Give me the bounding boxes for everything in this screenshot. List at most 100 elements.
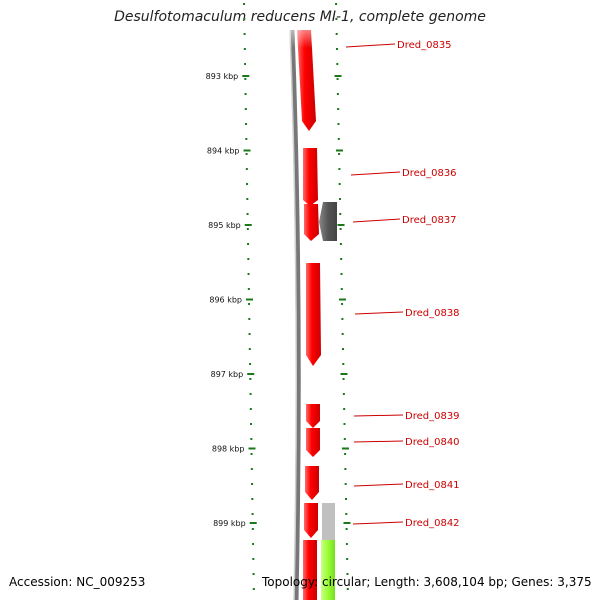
major-tick-right bbox=[341, 447, 349, 450]
minor-tick-left bbox=[252, 588, 255, 590]
minor-tick-left bbox=[250, 423, 253, 425]
gene-arrow-dred-0841[interactable] bbox=[305, 466, 319, 500]
gene-label[interactable]: Dred_0838 bbox=[405, 308, 460, 319]
gene-arrow-dred-0835[interactable] bbox=[297, 30, 316, 131]
gene-labels: Dred_0835 Dred_0836 Dred_0837 Dred_0838 Dred… bbox=[345, 40, 460, 529]
major-tick-right bbox=[338, 298, 346, 301]
gene-label[interactable]: Dred_0835 bbox=[397, 40, 452, 51]
major-tick-left bbox=[247, 373, 255, 375]
minor-tick-left bbox=[251, 483, 254, 485]
minor-tick-left bbox=[250, 453, 253, 455]
gene-label[interactable]: Dred_0839 bbox=[405, 411, 460, 422]
gene-leader-line bbox=[352, 218, 401, 223]
major-tick-right bbox=[337, 224, 345, 226]
minor-tick-right bbox=[346, 558, 349, 560]
minor-tick-right bbox=[344, 468, 347, 470]
gene-arrow-dred-0840[interactable] bbox=[306, 428, 320, 457]
minor-tick-left bbox=[244, 78, 247, 80]
feature-green-block[interactable] bbox=[321, 540, 335, 600]
minor-tick-left bbox=[249, 378, 252, 380]
kbp-label: 893 kbp bbox=[206, 72, 239, 81]
minor-tick-left bbox=[249, 363, 252, 365]
gene-leader-line bbox=[352, 521, 404, 525]
minor-tick-left bbox=[247, 258, 250, 260]
minor-tick-left bbox=[245, 123, 248, 125]
minor-tick-left bbox=[245, 168, 248, 170]
minor-tick-left bbox=[243, 33, 246, 35]
gene-arrow-dred-0836[interactable] bbox=[303, 148, 318, 206]
minor-tick-left bbox=[246, 213, 249, 215]
minor-tick-right bbox=[338, 183, 341, 185]
gene-label[interactable]: Dred_0840 bbox=[405, 437, 460, 448]
kbp-label: 899 kbp bbox=[213, 519, 246, 528]
gene-leader-line bbox=[354, 311, 404, 315]
minor-tick-left bbox=[247, 273, 250, 275]
major-tick-right bbox=[340, 373, 348, 375]
gene-arrow-bottom[interactable] bbox=[303, 540, 317, 600]
gene-label[interactable]: Dred_0837 bbox=[402, 215, 457, 226]
minor-tick-left bbox=[247, 243, 250, 245]
minor-tick-left bbox=[252, 573, 255, 575]
minor-tick-right bbox=[341, 303, 344, 305]
minor-tick-right bbox=[344, 453, 347, 455]
gene-label[interactable]: Dred_0842 bbox=[405, 518, 460, 529]
kbp-label: 897 kbp bbox=[211, 370, 244, 379]
minor-tick-right bbox=[336, 63, 339, 65]
genome-backbone-highlight bbox=[289, 29, 297, 600]
kbp-label: 896 kbp bbox=[209, 296, 242, 305]
minor-tick-left bbox=[243, 3, 246, 5]
major-tick-left bbox=[243, 149, 251, 152]
gene-arrow-dred-0842[interactable] bbox=[304, 503, 318, 538]
minor-tick-left bbox=[250, 468, 253, 470]
gene-leader-line bbox=[353, 483, 404, 487]
minor-tick-right bbox=[337, 123, 340, 125]
kbp-label: 894 kbp bbox=[207, 147, 240, 156]
minor-tick-right bbox=[341, 333, 344, 335]
minor-tick-left bbox=[246, 183, 249, 185]
minor-tick-right bbox=[342, 393, 345, 395]
minor-tick-left bbox=[243, 48, 246, 50]
minor-tick-left bbox=[245, 153, 248, 155]
kbp-label: 898 kbp bbox=[212, 445, 245, 454]
major-tick-left bbox=[242, 75, 250, 77]
kbp-label: 895 kbp bbox=[208, 221, 241, 230]
minor-tick-right bbox=[337, 108, 340, 110]
minor-tick-right bbox=[335, 18, 338, 20]
minor-tick-right bbox=[335, 3, 338, 5]
major-tick-right bbox=[343, 522, 351, 524]
genome-backbone bbox=[289, 29, 301, 600]
minor-tick-left bbox=[251, 528, 254, 530]
minor-tick-left bbox=[243, 18, 246, 20]
gene-arrow-reverse[interactable] bbox=[319, 202, 337, 241]
minor-tick-left bbox=[249, 393, 252, 395]
minor-tick-right bbox=[338, 153, 341, 155]
minor-tick-right bbox=[339, 228, 342, 230]
gene-arrow-dred-0837-fwd[interactable] bbox=[304, 204, 319, 241]
minor-tick-right bbox=[341, 318, 344, 320]
minor-tick-right bbox=[342, 363, 345, 365]
minor-tick-right bbox=[344, 483, 347, 485]
minor-tick-left bbox=[248, 303, 251, 305]
major-tick-right bbox=[334, 75, 342, 77]
gene-leader-line bbox=[350, 171, 401, 176]
minor-tick-right bbox=[344, 498, 347, 500]
gene-arrow-dred-0838[interactable] bbox=[306, 263, 321, 366]
minor-tick-right bbox=[340, 273, 343, 275]
gene-leader-line bbox=[353, 440, 404, 443]
minor-tick-left bbox=[250, 438, 253, 440]
feature-gray-block[interactable] bbox=[322, 503, 335, 540]
tick-layer bbox=[243, 3, 349, 590]
minor-tick-right bbox=[341, 348, 344, 350]
minor-tick-right bbox=[340, 288, 343, 290]
minor-tick-right bbox=[346, 588, 349, 590]
gene-label[interactable]: Dred_0841 bbox=[405, 480, 460, 491]
genome-stats-text: Topology: circular; Length: 3,608,104 bp… bbox=[262, 575, 592, 589]
minor-tick-right bbox=[345, 543, 348, 545]
minor-tick-left bbox=[244, 63, 247, 65]
minor-tick-right bbox=[343, 438, 346, 440]
minor-tick-right bbox=[339, 243, 342, 245]
gene-label[interactable]: Dred_0836 bbox=[402, 168, 457, 179]
gene-arrow-dred-0839[interactable] bbox=[306, 404, 320, 428]
minor-tick-right bbox=[337, 138, 340, 140]
